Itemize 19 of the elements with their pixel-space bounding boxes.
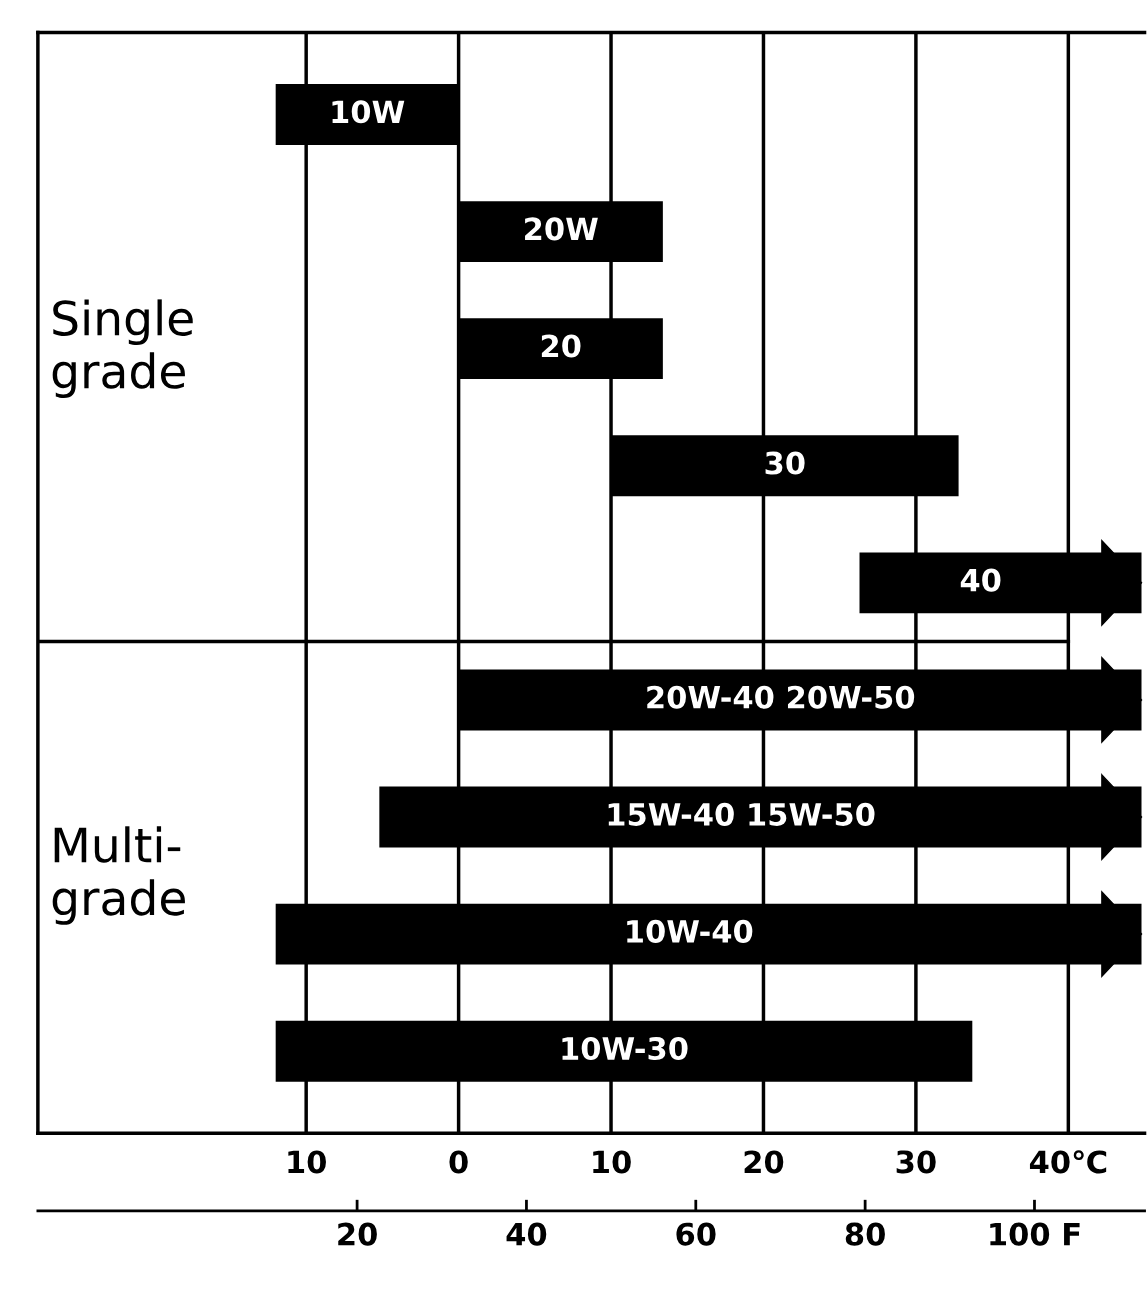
annotation: Multi- grade	[52, 826, 185, 925]
x-tick-label: 30	[896, 1150, 936, 1174]
x2-tick-label: 20	[338, 1222, 377, 1246]
y-tick-label: 20W-40 20W-50	[647, 685, 915, 709]
y-tick-label: 10W-30	[562, 1036, 688, 1061]
y-tick-label: 10W	[332, 100, 405, 124]
x2-tick-label: 100 F	[990, 1222, 1080, 1246]
y-tick-label: 10W-40	[627, 919, 753, 943]
annotation: Single grade	[52, 299, 193, 398]
x-tick-label: 0	[449, 1150, 468, 1174]
y-tick-label: 15W-40 15W-50	[608, 802, 875, 826]
x-tick-label: 10	[288, 1150, 326, 1174]
x-tick-label: 40℃	[1029, 1150, 1107, 1174]
x2-tick-label: 60	[676, 1222, 716, 1246]
x2-tick-label: 40	[506, 1222, 547, 1246]
y-tick-label: 20W	[525, 217, 598, 241]
x-tick-label: 10	[593, 1150, 631, 1174]
x2-tick-label: 80	[845, 1222, 885, 1246]
x-tick-label: 20	[744, 1150, 784, 1174]
